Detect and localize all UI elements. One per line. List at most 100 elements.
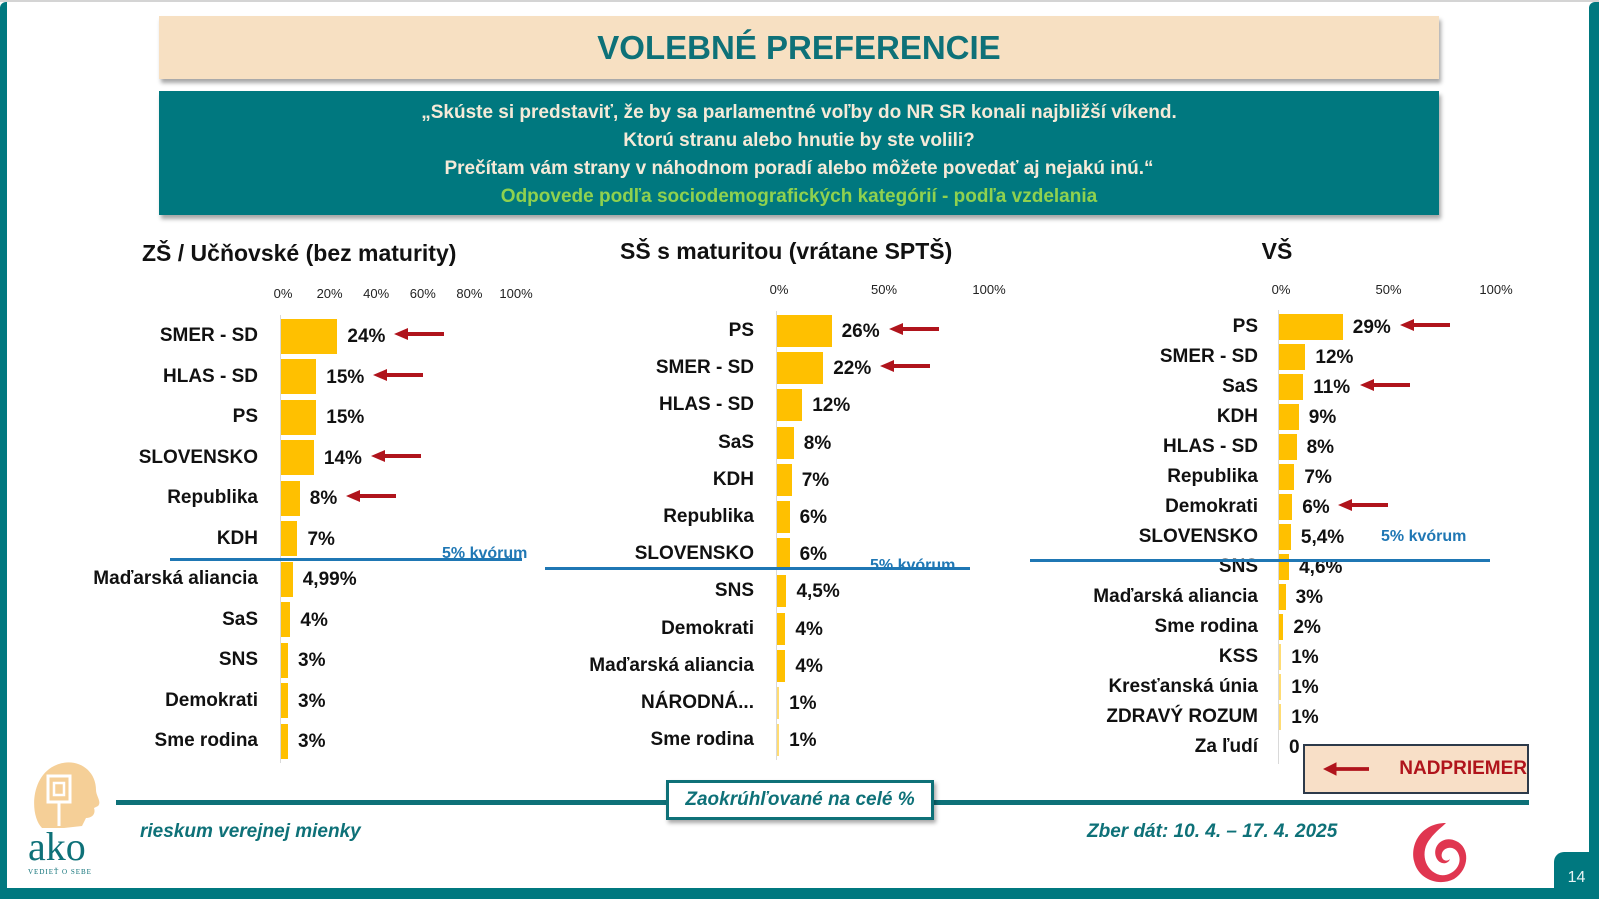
data-label: 6%	[799, 507, 828, 529]
bar	[777, 389, 803, 422]
question-line: Ktorú stranu alebo hnutie by ste volili?	[623, 130, 975, 151]
category-label: SaS	[222, 608, 258, 630]
legend-label: NADPRIEMER	[1399, 758, 1527, 779]
data-label: 15%	[326, 407, 365, 429]
page-number: 14	[1567, 868, 1586, 886]
chart-title: VŠ	[1261, 238, 1293, 264]
x-tick-label: 0%	[769, 282, 789, 297]
category-label: PS	[728, 320, 754, 341]
category-label: Sme rodina	[650, 729, 754, 751]
category-label: KDH	[712, 468, 754, 490]
category-label: Kresťanská únia	[1108, 676, 1258, 697]
bar	[281, 683, 289, 718]
data-label: 0	[1289, 737, 1300, 759]
ako-logo: ako VEDIEŤ O SEBE	[28, 762, 100, 876]
data-label: 4,5%	[796, 581, 840, 603]
category-label: Maďarská aliancia	[589, 654, 754, 676]
rounding-note-box: Zaokrúhľované na celé %	[666, 780, 934, 820]
footer-tagline: rieskum verejnej mienky	[140, 821, 361, 842]
category-label: SLOVENSKO	[138, 446, 258, 468]
bar	[1279, 464, 1295, 490]
left-arrow-icon	[888, 323, 939, 335]
bar	[281, 602, 291, 637]
frame-bottom-border	[0, 888, 1599, 899]
category-label: KDH	[1216, 406, 1258, 427]
left-arrow-icon	[370, 449, 421, 462]
category-label: HLAS - SD	[659, 394, 754, 416]
data-label: 14%	[323, 447, 362, 469]
data-label: 5,4%	[1300, 527, 1345, 549]
data-label: 4%	[795, 655, 823, 677]
frame-top	[0, 0, 1599, 2]
y-axis-line	[280, 314, 281, 763]
data-label: 3%	[298, 731, 326, 753]
left-arrow-icon	[1399, 319, 1450, 331]
bar	[281, 561, 293, 597]
data-label: 12%	[1315, 347, 1354, 369]
bar	[777, 352, 824, 385]
data-label: 1%	[1291, 647, 1319, 669]
quorum-label: 5% kvórum	[442, 545, 528, 562]
bar	[281, 521, 298, 556]
quorum-line	[1030, 559, 1490, 562]
logo-text: ako	[28, 824, 86, 869]
category-label: HLAS - SD	[163, 365, 258, 387]
category-label: Demokrati	[165, 689, 258, 711]
title-banner: VOLEBNÉ PREFERENCIE	[159, 16, 1439, 79]
bar	[777, 612, 786, 645]
x-tick-label: 80%	[456, 286, 483, 301]
left-arrow-icon	[394, 328, 445, 340]
chart-title: ZŠ / Učňovské (bez maturity)	[142, 240, 457, 266]
category-label: KSS	[1218, 646, 1258, 667]
data-label: 29%	[1352, 317, 1391, 339]
data-label: 4%	[300, 609, 328, 631]
data-label: 3%	[298, 650, 326, 672]
category-label: Sme rodina	[1154, 616, 1258, 637]
category-label: Republika	[167, 487, 258, 508]
bar	[1279, 614, 1284, 640]
logo-slogan: VEDIEŤ O SEBE	[28, 868, 92, 876]
bar	[1279, 674, 1282, 700]
x-tick-label: 50%	[870, 282, 898, 297]
data-label: 1%	[1291, 707, 1319, 729]
category-label: PS	[232, 406, 258, 427]
category-label: HLAS - SD	[1163, 436, 1258, 457]
category-label: Republika	[663, 506, 754, 527]
x-tick-label: 50%	[1375, 282, 1402, 297]
bar	[281, 723, 289, 759]
bar	[1279, 644, 1282, 670]
collection-date: Zber dát: 10. 4. – 17. 4. 2025	[1087, 821, 1338, 842]
data-label: 26%	[841, 321, 880, 343]
bar	[1279, 584, 1286, 610]
x-tick-label: 100%	[499, 286, 533, 301]
category-label: NÁRODNÁ...	[641, 692, 754, 713]
bar	[281, 359, 317, 394]
left-arrow-icon	[1323, 762, 1370, 776]
category-label: Demokrati	[661, 617, 754, 639]
data-label: 3%	[1295, 587, 1324, 609]
category-label: Maďarská aliancia	[1093, 586, 1258, 607]
data-label: 4,6%	[1299, 557, 1343, 579]
y-axis-line	[1278, 310, 1279, 764]
x-tick-label: 100%	[1479, 282, 1513, 297]
left-arrow-icon	[1338, 499, 1389, 511]
left-arrow-icon	[345, 490, 396, 502]
x-tick-label: 100%	[972, 282, 1006, 297]
data-label: 1%	[789, 693, 817, 715]
x-tick-label: 40%	[363, 286, 390, 301]
bar	[777, 501, 790, 533]
bar	[1279, 374, 1304, 400]
category-label: Republika	[1167, 466, 1258, 487]
left-arrow-icon	[880, 360, 931, 373]
bar	[281, 399, 317, 435]
frame-right-border	[1589, 2, 1599, 899]
quorum-label: 5% kvórum	[870, 557, 956, 574]
data-label: 4%	[795, 618, 823, 640]
data-label: 22%	[833, 358, 872, 380]
left-arrow-icon	[1360, 379, 1411, 391]
data-label: 4,99%	[302, 569, 357, 591]
bar	[1279, 554, 1290, 580]
data-label: 8%	[1306, 437, 1335, 459]
x-tick-label: 20%	[316, 286, 343, 301]
question-line: Prečítam vám strany v náhodnom poradí al…	[444, 158, 1154, 179]
